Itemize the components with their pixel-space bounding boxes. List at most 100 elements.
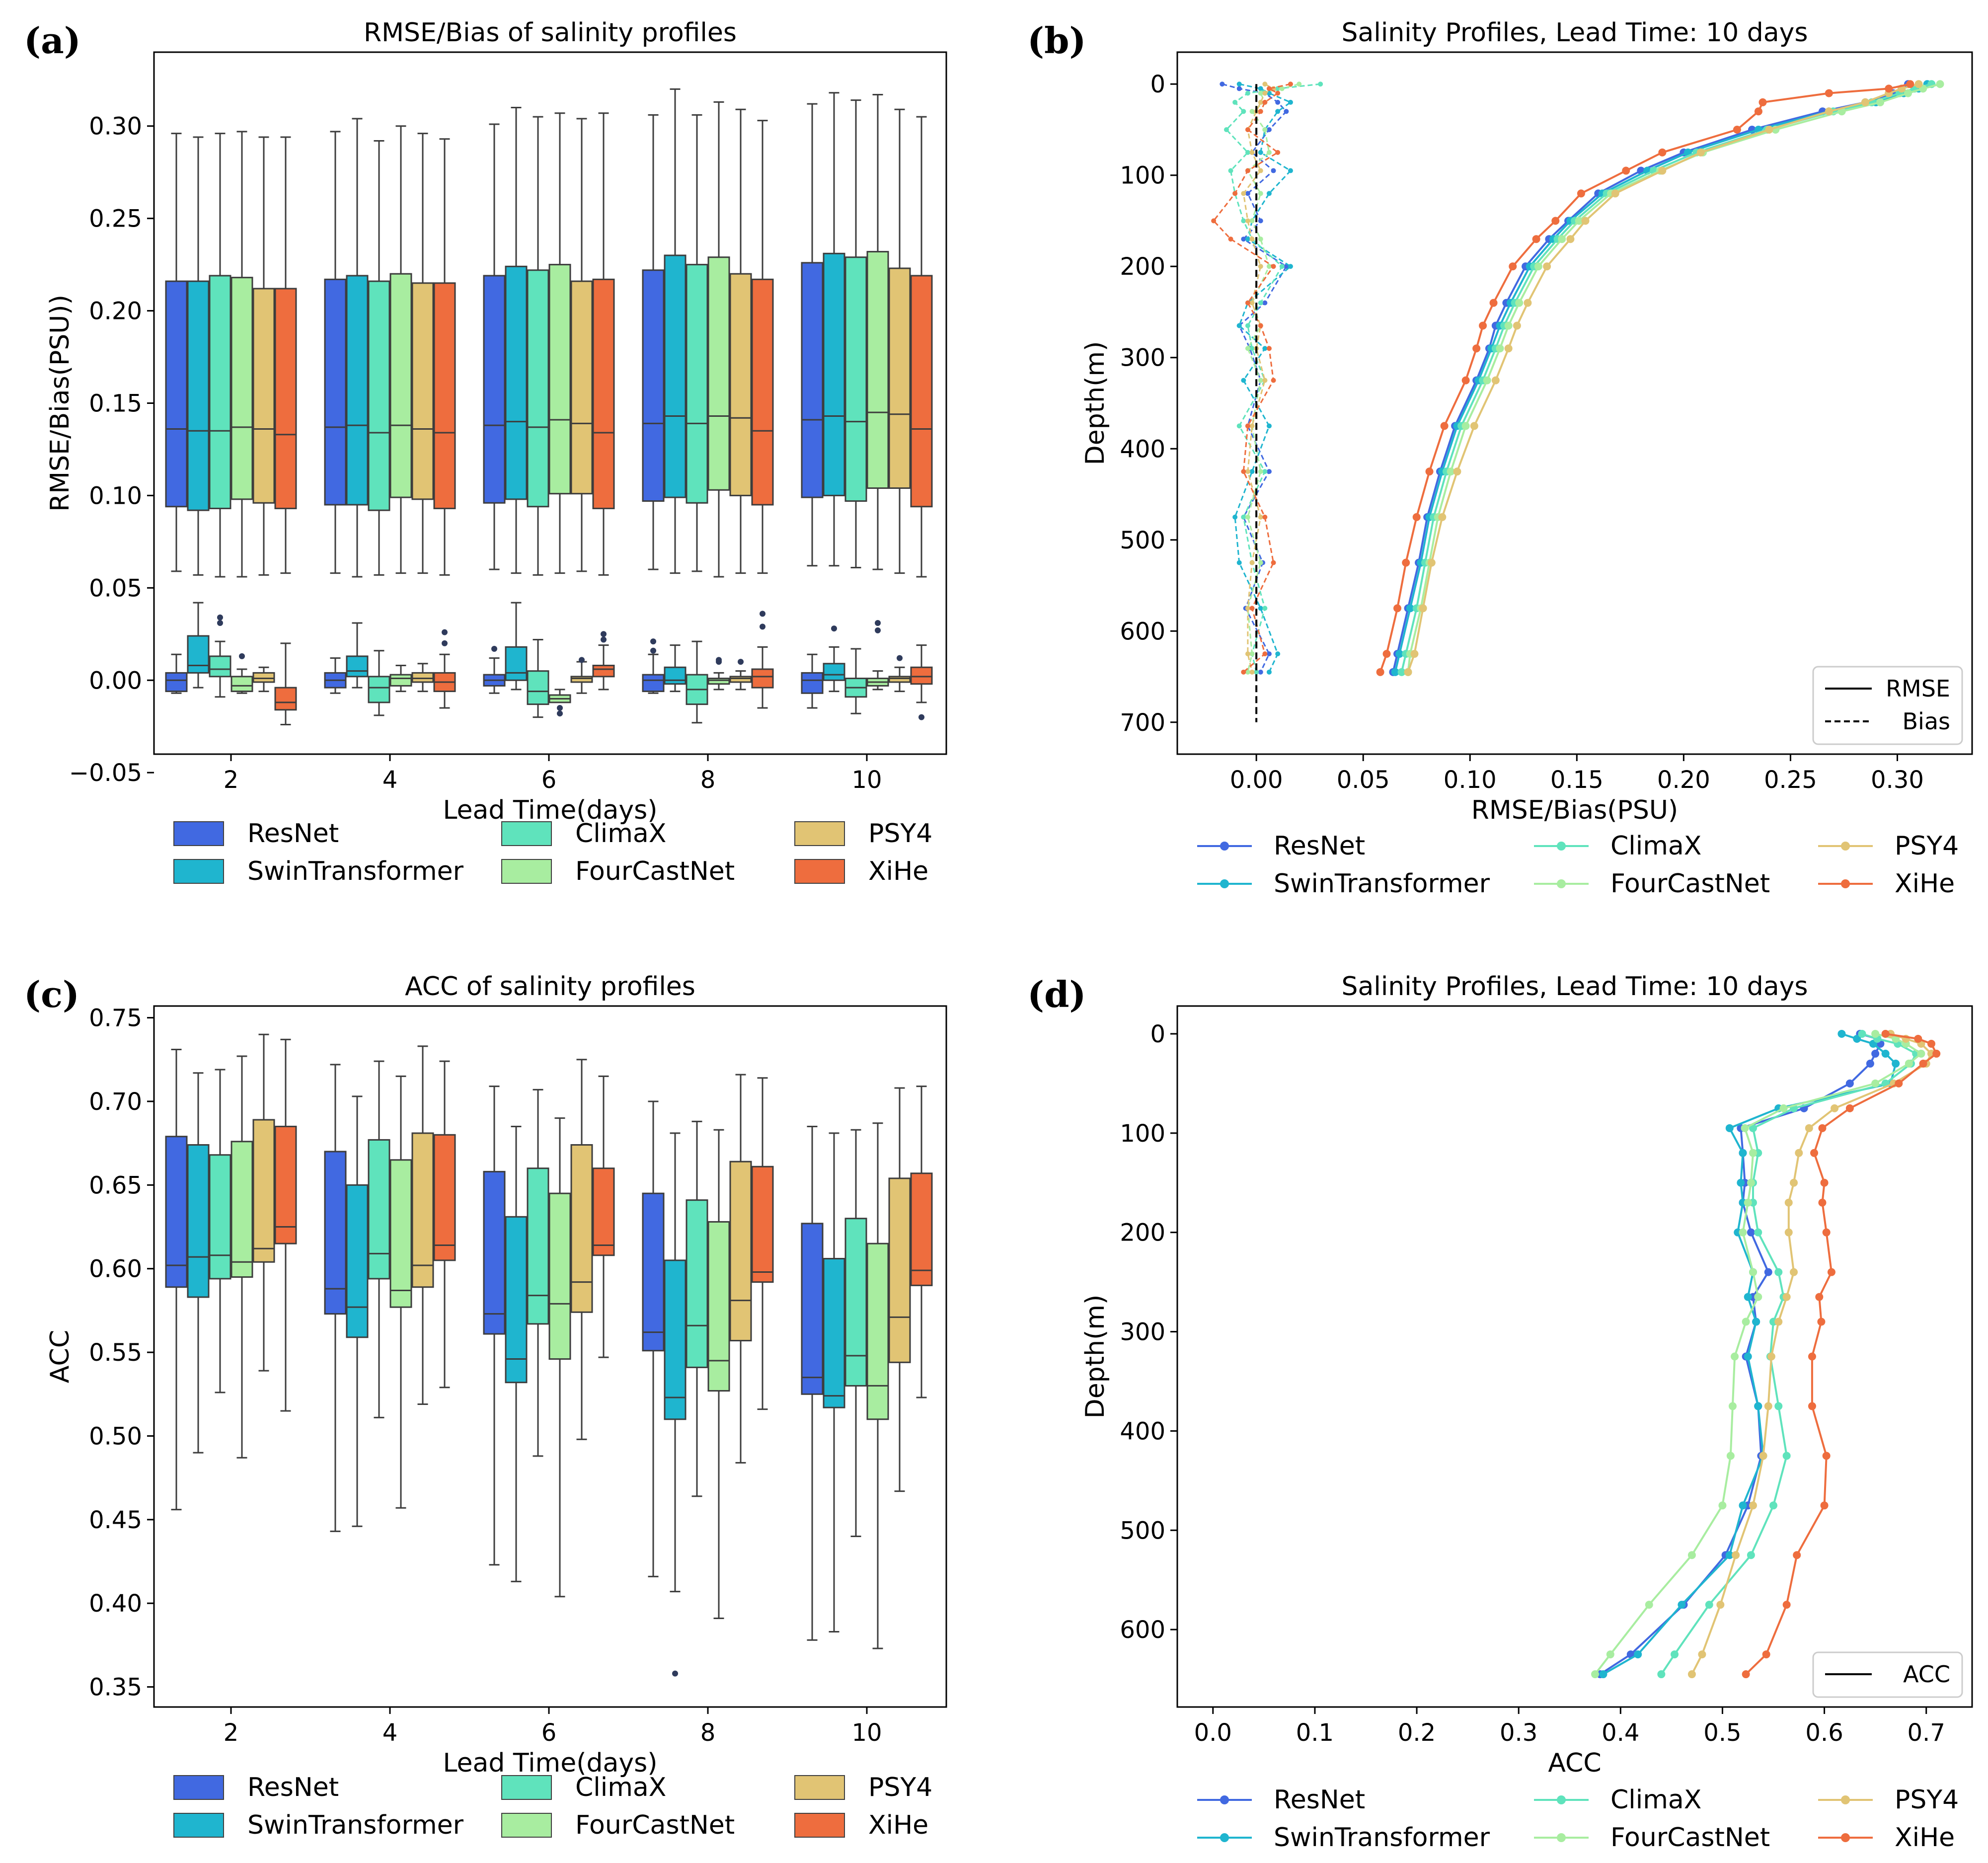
rmse-line-XiHe-point <box>1532 235 1540 243</box>
x-tick-label: 4 <box>382 1719 398 1747</box>
acc-line-ClimaX-point <box>1774 1402 1783 1410</box>
box-bias-ClimaX <box>368 676 390 703</box>
acc-line-ClimaX-point <box>1749 1124 1757 1132</box>
rmse-line-FourCastNet-point <box>1504 321 1513 330</box>
bias-line-XiHe-point <box>1262 514 1268 520</box>
y-tick-label: 400 <box>1120 435 1165 463</box>
y-tick-label: 0 <box>1150 71 1165 98</box>
bias-line-PSY4-point <box>1258 264 1263 269</box>
legend-swatch-SwinTransformer <box>173 1813 224 1838</box>
x-tick-label: 0.0 <box>1194 1719 1232 1747</box>
acc-line-XiHe-point <box>1927 1039 1935 1048</box>
rmse-line-XiHe-point <box>1479 321 1487 330</box>
bias-line-SwinTransformer-point <box>1262 346 1268 351</box>
bias-line-ClimaX-point <box>1318 81 1323 87</box>
bias-line-PSY4-point <box>1245 651 1250 657</box>
rmse-line-XiHe-point <box>1412 513 1421 521</box>
y-tick-label: 0.35 <box>89 1674 142 1702</box>
acc-line-XiHe-point <box>1932 1049 1941 1058</box>
box-bias-SwinTransformer <box>823 663 845 681</box>
bias-line-SwinTransformer-point <box>1266 669 1272 675</box>
acc-line-FourCastNet-point <box>1731 1352 1739 1361</box>
outlier-point <box>579 657 585 663</box>
bias-line-XiHe-point <box>1241 469 1246 474</box>
box-ResNet <box>483 1170 506 1335</box>
legend-label-PSY4: PSY4 <box>1895 1785 1959 1815</box>
acc-line-XiHe-point <box>1822 1228 1831 1237</box>
acc-line-FourCastNet-point <box>1645 1601 1653 1609</box>
rmse-line-SwinTransformer-point <box>1406 604 1414 613</box>
outlier-point <box>918 714 924 720</box>
rmse-line-PSY4-point <box>1765 125 1773 134</box>
rmse-line-SwinTransformer-point <box>1395 650 1404 658</box>
rmse-line-PSY4-point <box>1611 189 1619 198</box>
box-ClimaX <box>368 1139 390 1280</box>
rmse-line-PSY4-point <box>1438 513 1447 521</box>
box-bias-FourCastNet <box>707 678 730 685</box>
bias-line-ClimaX-point <box>1262 469 1268 474</box>
y-tick-label: 0.75 <box>89 1005 142 1032</box>
box-PSY4 <box>570 1144 593 1313</box>
legend-label-SwinTransformer: SwinTransformer <box>1274 869 1490 899</box>
bias-line-FourCastNet-point <box>1258 236 1263 242</box>
rmse-line-PSY4-point <box>1470 422 1478 430</box>
plot-frame <box>153 1005 947 1708</box>
box-XiHe <box>751 1165 774 1283</box>
bias-line-ResNet-point <box>1241 236 1246 242</box>
y-tick-label: 300 <box>1120 344 1165 372</box>
box-bias-PSY4 <box>411 672 434 683</box>
box-rmse-FourCastNet <box>230 277 253 500</box>
box-XiHe <box>910 1172 933 1286</box>
bias-line-ClimaX-point <box>1245 150 1250 155</box>
legend-label-FourCastNet: FourCastNet <box>1610 1823 1770 1853</box>
acc-line-SwinTransformer-point <box>1754 1402 1762 1410</box>
bias-line-ClimaX-point <box>1241 514 1246 520</box>
rmse-line-XiHe-point <box>1393 604 1402 613</box>
box-rmse-ClimaX <box>844 256 867 502</box>
box-PSY4 <box>411 1132 434 1288</box>
x-tick-label: 2 <box>224 766 239 794</box>
acc-line-FourCastNet-point <box>1744 1198 1752 1207</box>
legend-swatch-FourCastNet <box>501 1813 552 1838</box>
rmse-line-XiHe-point <box>1402 558 1410 567</box>
x-tick-label: 0.2 <box>1398 1719 1436 1747</box>
y-tick-label: 0.45 <box>89 1506 142 1534</box>
panel-a: −0.05 0.00 0.05 0.10 0.15 0.20 0.25 0.30 2 4 6 8 10 R… <box>24 18 947 825</box>
y-tick-label: 0.65 <box>89 1171 142 1199</box>
legend-label-SwinTransformer: SwinTransformer <box>247 856 464 886</box>
acc-line-ClimaX-point <box>1774 1268 1783 1276</box>
acc-line-PSY4-point <box>1790 1178 1798 1187</box>
bias-line-XiHe-point <box>1271 378 1276 383</box>
box-bias-FourCastNet <box>389 674 412 687</box>
bias-line-XiHe-point <box>1271 560 1276 565</box>
legend-label-XiHe: XiHe <box>1895 1823 1955 1853</box>
x-tick-label: 0.5 <box>1703 1719 1741 1747</box>
acc-line-PSY4-point <box>1774 1318 1783 1326</box>
x-tick-label: 8 <box>700 1719 716 1747</box>
inner-legend-label: ACC <box>1903 1661 1950 1688</box>
rmse-line-SwinTransformer-point <box>1391 668 1399 676</box>
bias-line-FourCastNet-point <box>1258 90 1263 96</box>
bias-line-FourCastNet-point <box>1245 514 1250 520</box>
bias-line-SwinTransformer-point <box>1232 514 1238 520</box>
box-bias-XiHe <box>910 666 933 685</box>
bias-line-XiHe-point <box>1258 109 1263 114</box>
acc-line-XiHe-point <box>1820 1178 1829 1187</box>
y-tick-label: 0.20 <box>89 298 142 325</box>
rmse-line-XiHe-point <box>1472 344 1481 353</box>
acc-line-XiHe-point <box>1820 1501 1829 1510</box>
y-axis-label: Depth(m) <box>1080 1295 1110 1419</box>
legend-marker-XiHe <box>1841 879 1850 888</box>
bias-line-ClimaX-point <box>1232 99 1238 105</box>
box-PSY4 <box>888 1177 911 1363</box>
bias-line-ResNet-point <box>1258 218 1263 224</box>
rmse-line-XiHe-point <box>1577 189 1585 198</box>
outlier-point <box>650 647 656 654</box>
rmse-line-XiHe-point <box>1382 650 1391 658</box>
rmse-line-XiHe-point <box>1825 89 1833 97</box>
acc-line-XiHe-point <box>1782 1601 1791 1609</box>
box-rmse-XiHe <box>751 278 774 506</box>
rmse-line-XiHe-point <box>1440 422 1449 430</box>
acc-line-FourCastNet-point <box>1718 1501 1727 1510</box>
box-rmse-FourCastNet <box>389 273 412 498</box>
